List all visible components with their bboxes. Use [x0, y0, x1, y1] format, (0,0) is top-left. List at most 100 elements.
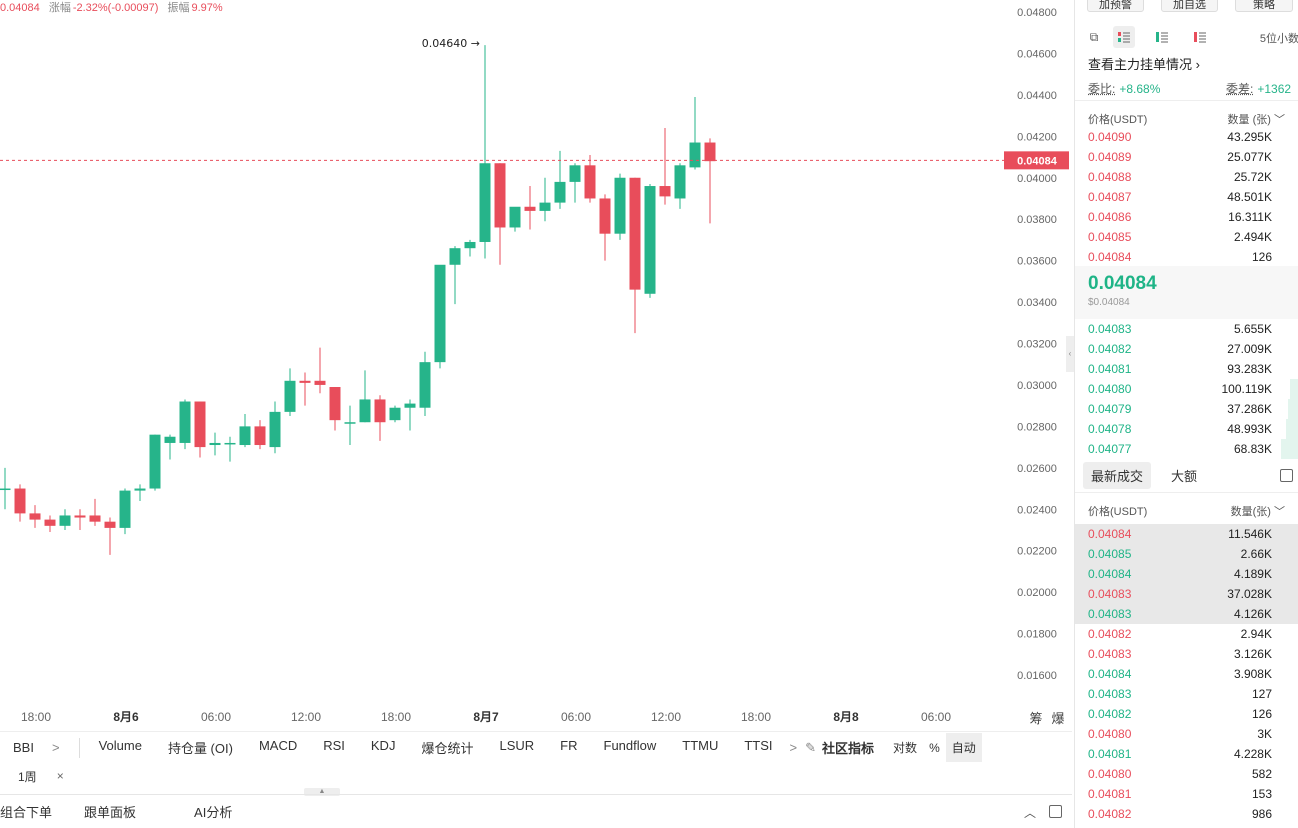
- candle-body: [44, 519, 56, 526]
- decimal-select[interactable]: 5位小数: [1259, 33, 1298, 45]
- candle-body: [374, 399, 386, 423]
- chevron-right-icon[interactable]: >: [51, 740, 60, 755]
- bottom-panel: 组合下单 跟单面板 AI分析 ︿: [0, 794, 1072, 828]
- bid-row[interactable]: 0.04079 37.286K: [1075, 399, 1298, 419]
- tab-combo-order[interactable]: 组合下单: [0, 805, 53, 820]
- add-watchlist-button[interactable]: 加自选: [1161, 0, 1218, 12]
- tab-latest-trades[interactable]: 最新成交: [1083, 461, 1152, 489]
- candle-body: [404, 403, 416, 408]
- trade-row: 0.04083 127: [1075, 684, 1298, 704]
- ask-qty: 126: [1251, 250, 1272, 264]
- orderbook-bids-icon[interactable]: [1151, 26, 1173, 48]
- y-axis-tick-label: 0.02000: [1017, 587, 1057, 599]
- bid-price: 0.04079: [1088, 402, 1132, 416]
- trade-row: 0.04083 37.028K: [1075, 584, 1298, 604]
- ask-row[interactable]: 0.04087 48.501K: [1075, 187, 1298, 207]
- indicator-item[interactable]: TTSI: [744, 738, 773, 753]
- indicator-item[interactable]: MACD: [258, 738, 298, 753]
- add-alert-button[interactable]: 加预警: [1087, 0, 1144, 12]
- trade-row: 0.04080 582: [1075, 764, 1298, 784]
- trade-row: 0.04081 153: [1075, 784, 1298, 804]
- trade-qty: 3.126K: [1233, 647, 1272, 661]
- tab-large-trades[interactable]: 大额: [1171, 468, 1198, 484]
- percent-scale-toggle[interactable]: %: [929, 740, 940, 755]
- indicator-item[interactable]: FR: [560, 738, 578, 753]
- chevron-up-icon[interactable]: ︿: [1023, 806, 1036, 820]
- ask-qty: 48.501K: [1227, 190, 1272, 204]
- bid-row[interactable]: 0.04083 5.655K: [1075, 319, 1298, 339]
- trade-price: 0.04083: [1088, 647, 1132, 661]
- expand-icon[interactable]: [1049, 805, 1062, 818]
- bid-row[interactable]: 0.04077 68.83K: [1075, 439, 1298, 459]
- x-axis-tick-label: 06:00: [201, 710, 231, 724]
- candle-body: [134, 488, 146, 491]
- popout-icon[interactable]: ⧉: [1089, 29, 1099, 44]
- x-axis-tick-label: 06:00: [561, 710, 591, 724]
- trade-qty: 4.228K: [1233, 747, 1272, 761]
- bid-row[interactable]: 0.04078 48.993K: [1075, 419, 1298, 439]
- change-label: 涨幅: [48, 2, 71, 14]
- community-indicators[interactable]: 社区指标: [822, 741, 875, 756]
- ask-row[interactable]: 0.04090 43.295K: [1075, 127, 1298, 147]
- x-axis-tick-label: 18:00: [741, 710, 771, 724]
- log-scale-toggle[interactable]: 对数: [893, 741, 918, 755]
- bid-row[interactable]: 0.04081 93.283K: [1075, 359, 1298, 379]
- bid-price: 0.04080: [1088, 382, 1132, 396]
- period-chip[interactable]: 1周: [18, 769, 37, 784]
- panel-collapse-handle[interactable]: ▲: [304, 788, 340, 796]
- ask-row[interactable]: 0.04086 16.311K: [1075, 207, 1298, 227]
- candle-body: [539, 202, 551, 211]
- side-collapse-handle[interactable]: ‹: [1066, 336, 1074, 372]
- indicator-item[interactable]: KDJ: [370, 738, 396, 753]
- auto-scale-toggle[interactable]: 自动: [945, 733, 982, 762]
- trade-row: 0.04084 4.189K: [1075, 564, 1298, 584]
- indicator-item[interactable]: 爆仓统计: [421, 741, 474, 756]
- kline-svg[interactable]: 0.04800 0.04600 0.04400 0.04200 0.04000 0.038…: [0, 0, 1072, 730]
- bid-row[interactable]: 0.04080 100.119K: [1075, 379, 1298, 399]
- trade-price: 0.04082: [1088, 707, 1132, 721]
- indicator-item[interactable]: Volume: [98, 738, 142, 753]
- indicator-item[interactable]: 持仓量 (OI): [167, 741, 233, 756]
- edit-icon[interactable]: ✎: [805, 739, 817, 755]
- indicator-item[interactable]: RSI: [323, 738, 345, 753]
- tab-copy-trading[interactable]: 跟单面板: [84, 805, 137, 820]
- candle-body: [284, 380, 296, 412]
- trade-price: 0.04082: [1088, 627, 1132, 641]
- indicator-bbi[interactable]: BBI: [13, 740, 34, 755]
- candle-body: [29, 513, 41, 520]
- ask-row[interactable]: 0.04088 25.72K: [1075, 167, 1298, 187]
- kline-chart[interactable]: 0.04800 0.04600 0.04400 0.04200 0.04000 0.038…: [0, 0, 1072, 730]
- next-arrow-icon[interactable]: >: [789, 740, 798, 755]
- strategy-button[interactable]: 策略: [1235, 0, 1293, 12]
- trade-qty: 582: [1251, 767, 1272, 781]
- close-icon[interactable]: ×: [56, 769, 64, 783]
- tab-ai-analysis[interactable]: AI分析: [194, 805, 233, 820]
- bid-row[interactable]: 0.04082 27.009K: [1075, 339, 1298, 359]
- ratio-row: 委比: +8.68% 委差: +1362: [1088, 80, 1298, 98]
- ask-row[interactable]: 0.04089 25.077K: [1075, 147, 1298, 167]
- orderbook-header: 价格(USDT) 数量 (张) ﹀: [1088, 111, 1285, 127]
- period-bar: 1周 ×: [0, 763, 64, 789]
- info-change: -2.32%(-0.00097): [72, 2, 159, 14]
- indicator-item[interactable]: LSUR: [499, 738, 535, 753]
- orderbook-asks-icon[interactable]: [1189, 26, 1211, 48]
- candle-body: [524, 206, 536, 211]
- candle-body: [329, 387, 341, 421]
- qty-header[interactable]: 数量 (张) ﹀: [1227, 114, 1285, 126]
- large-filter-checkbox[interactable]: [1280, 469, 1293, 482]
- qty-header[interactable]: 数量(张) ﹀: [1230, 506, 1285, 518]
- indicator-item[interactable]: Fundflow: [603, 738, 657, 753]
- candle-body: [689, 142, 701, 168]
- ask-row[interactable]: 0.04085 2.494K: [1075, 227, 1298, 247]
- ask-row[interactable]: 0.04084 126: [1075, 247, 1298, 267]
- main-force-link[interactable]: 查看主力挂单情况 ›: [1088, 54, 1200, 73]
- candle-body: [599, 198, 611, 234]
- bid-qty: 37.286K: [1227, 402, 1272, 416]
- candle-body: [89, 515, 101, 522]
- trade-qty: 3.908K: [1233, 667, 1272, 681]
- orderbook-both-icon[interactable]: [1113, 26, 1135, 48]
- candle-body: [0, 488, 11, 491]
- candle-body: [194, 401, 206, 448]
- ask-price: 0.04086: [1088, 210, 1132, 224]
- indicator-item[interactable]: TTMU: [682, 738, 719, 753]
